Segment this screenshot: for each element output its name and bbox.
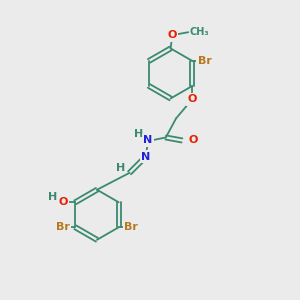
Text: Br: Br [198, 56, 212, 66]
Text: O: O [188, 135, 198, 146]
Text: O: O [188, 94, 197, 104]
Text: H: H [134, 129, 143, 139]
Text: H: H [48, 192, 57, 202]
Text: O: O [167, 30, 177, 40]
Text: N: N [143, 135, 153, 146]
Text: CH₃: CH₃ [190, 27, 209, 37]
Text: N: N [141, 152, 150, 162]
Text: Br: Br [56, 222, 70, 232]
Text: H: H [116, 163, 125, 172]
Text: O: O [58, 197, 68, 207]
Text: Br: Br [124, 222, 138, 232]
